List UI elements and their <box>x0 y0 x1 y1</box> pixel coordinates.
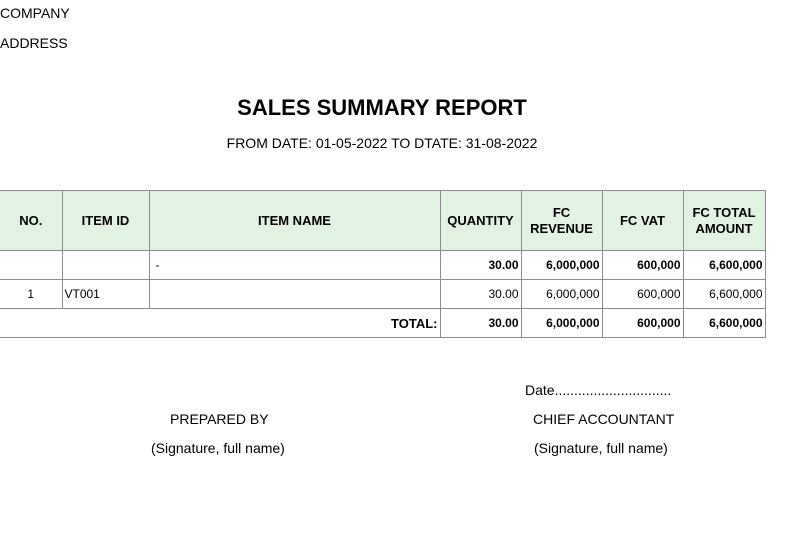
total-fc-vat-cell: 600,000 <box>601 308 684 338</box>
total-fc-revenue-cell: 6,000,000 <box>520 308 603 338</box>
group-item-name-cell: - <box>148 250 441 280</box>
group-no-cell <box>0 250 63 280</box>
column-header-fc-total: FC TOTAL AMOUNT <box>682 190 766 251</box>
group-fc-total-cell: 6,600,000 <box>682 250 766 280</box>
row-item-name-cell <box>148 279 441 309</box>
column-header-fc-revenue: FC REVENUE <box>520 190 603 251</box>
date-line: Date.............................. <box>525 382 672 398</box>
total-fc-total-cell: 6,600,000 <box>682 308 766 338</box>
total-row: TOTAL: 30.00 6,000,000 600,000 6,600,000 <box>0 308 766 338</box>
row-fc-total-cell: 6,600,000 <box>682 279 766 309</box>
prepared-by-signature-hint: (Signature, full name) <box>151 440 285 456</box>
group-fc-revenue-cell: 6,000,000 <box>520 250 603 280</box>
column-header-quantity: QUANTITY <box>439 190 522 251</box>
total-quantity-cell: 30.00 <box>439 308 522 338</box>
column-header-item-id: ITEM ID <box>61 190 150 251</box>
chief-accountant-label: CHIEF ACCOUNTANT <box>533 411 675 427</box>
report-title: SALES SUMMARY REPORT <box>237 95 527 120</box>
company-label: COMPANY <box>0 5 70 21</box>
group-fc-vat-cell: 600,000 <box>601 250 684 280</box>
row-no-cell: 1 <box>0 279 63 309</box>
group-row: - 30.00 6,000,000 600,000 6,600,000 <box>0 250 766 280</box>
group-item-id-cell <box>61 250 150 280</box>
row-item-id-cell: VT001 <box>61 279 150 309</box>
row-fc-revenue-cell: 6,000,000 <box>520 279 603 309</box>
table-row: 1 VT001 30.00 6,000,000 600,000 6,600,00… <box>0 279 766 309</box>
column-header-no: NO. <box>0 190 63 251</box>
total-label: TOTAL: <box>0 308 441 338</box>
address-label: ADDRESS <box>0 35 68 51</box>
row-fc-vat-cell: 600,000 <box>601 279 684 309</box>
column-header-fc-vat: FC VAT <box>601 190 684 251</box>
row-quantity-cell: 30.00 <box>439 279 522 309</box>
chief-accountant-signature-hint: (Signature, full name) <box>534 440 668 456</box>
sales-summary-table: NO. ITEM ID ITEM NAME QUANTITY FC REVENU… <box>0 190 766 338</box>
prepared-by-label: PREPARED BY <box>170 411 269 427</box>
report-date-range: FROM DATE: 01-05-2022 TO DTATE: 31-08-20… <box>226 135 538 151</box>
group-quantity-cell: 30.00 <box>439 250 522 280</box>
column-header-item-name: ITEM NAME <box>148 190 441 251</box>
table-header-row: NO. ITEM ID ITEM NAME QUANTITY FC REVENU… <box>0 190 766 251</box>
